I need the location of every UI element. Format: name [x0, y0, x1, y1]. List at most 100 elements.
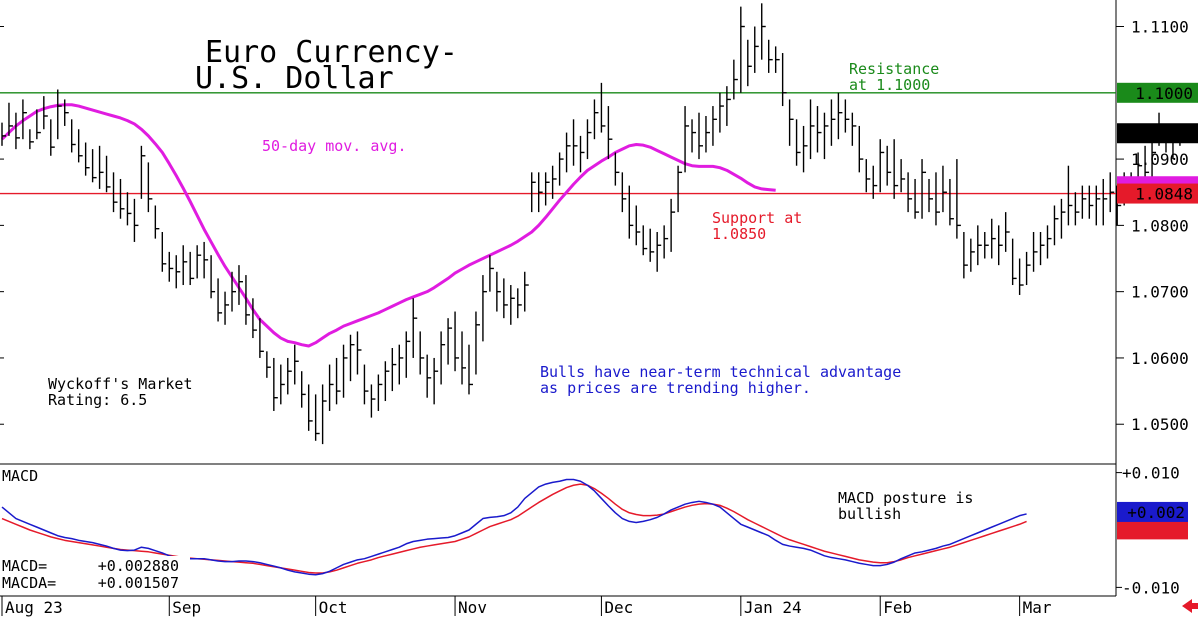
date-label: Aug 23 — [5, 598, 63, 617]
ohlc-bar — [565, 132, 571, 173]
ohlc-bar — [698, 112, 703, 160]
last-price-badge: 1.0939 — [1117, 123, 1198, 144]
ohlc-bar — [998, 225, 1003, 266]
ohlc-bar — [22, 99, 27, 140]
ohlc-bar — [928, 178, 934, 213]
ohlc-bar — [733, 59, 738, 100]
ohlc-bar — [809, 99, 815, 160]
ohlc-bar — [1025, 251, 1031, 286]
ma-label: 50-day mov. avg. — [262, 137, 407, 155]
ohlc-bar — [140, 145, 146, 199]
ohlc-bar — [91, 149, 97, 183]
ohlc-bar — [70, 119, 76, 153]
ohlc-bar — [391, 348, 397, 392]
ohlc-bar — [607, 106, 613, 160]
ohlc-bar — [705, 116, 710, 153]
ohlc-bar — [781, 53, 787, 107]
ohlc-bar — [126, 192, 132, 226]
ohlc-bar — [635, 205, 641, 246]
ohlc-bar — [1067, 165, 1073, 226]
ohlc-bar — [942, 165, 947, 213]
date-label: Oct — [319, 598, 348, 617]
date-label: Feb — [883, 598, 912, 617]
ohlc-bar — [84, 142, 90, 176]
ohlc-bar — [238, 265, 243, 305]
ohlc-bar — [935, 172, 940, 226]
ohlc-bar — [551, 165, 557, 199]
ohlc-bar — [1095, 185, 1101, 226]
ohlc-bar — [858, 125, 864, 173]
ohlc-bar — [273, 357, 278, 411]
ohlc-bar — [154, 205, 160, 239]
scroll-left-arrow-icon[interactable] — [1182, 599, 1198, 613]
ohlc-bar — [816, 106, 822, 153]
ohlc-bar — [1074, 192, 1080, 226]
ohlc-bar — [600, 82, 606, 133]
ohlc-bar — [628, 185, 634, 239]
ohlc-bar — [844, 99, 850, 133]
ohlc-bar — [405, 331, 411, 378]
ohlc-bar — [774, 46, 780, 73]
ohlc-bar — [593, 99, 599, 140]
ohlc-bar — [64, 99, 69, 126]
ohlc-bar — [726, 86, 731, 126]
ohlc-bar — [440, 331, 446, 385]
svg-text:1.1000: 1.1000 — [1135, 84, 1193, 103]
macda-readout-label: MACDA= — [2, 574, 56, 592]
ohlc-bar — [370, 384, 376, 418]
commentary-line-2: as prices are trending higher. — [540, 379, 811, 397]
macd-readout-box — [0, 556, 190, 596]
ohlc-bar — [433, 357, 439, 405]
ohlc-bar — [98, 145, 104, 189]
date-label: Jan 24 — [744, 598, 802, 617]
ohlc-bar — [537, 172, 543, 213]
ohlc-bar — [900, 159, 906, 193]
ohlc-bar — [649, 228, 655, 262]
support-badge: 1.0848 — [1117, 183, 1198, 204]
ohlc-bar — [43, 96, 48, 130]
ohlc-bar — [893, 139, 899, 199]
ohlc-bar — [182, 245, 188, 286]
ohlc-bar — [558, 152, 564, 186]
ohlc-bar — [970, 238, 975, 272]
ohlc-bar — [57, 89, 62, 140]
ohlc-bar — [29, 129, 34, 150]
ohlc-bar — [531, 172, 536, 213]
ohlc-bar — [496, 271, 501, 312]
ohlc-bar — [872, 165, 878, 199]
resistance-label-line-1: Resistance — [849, 60, 939, 78]
ohlc-bar — [642, 225, 648, 256]
ohlc-bar — [1046, 225, 1052, 259]
ohlc-bar — [524, 271, 529, 312]
ohlc-bar — [1102, 178, 1108, 226]
ohlc-bar — [656, 232, 662, 272]
ohlc-bar — [684, 106, 690, 173]
ohlc-bar — [384, 361, 390, 402]
ohlc-bar — [349, 334, 355, 382]
ohlc-bar — [851, 112, 857, 146]
commentary-line-1: Bulls have near-term technical advantage — [540, 363, 901, 381]
svg-text:1.0848: 1.0848 — [1135, 185, 1193, 204]
macda-line — [1, 483, 1027, 574]
macd-tick-label: -0.010 — [1122, 578, 1180, 597]
ohlc-bar — [447, 318, 453, 365]
macd-panel: MACD +0.010 -0.010 +0.002 MACD posture is… — [0, 464, 1188, 597]
ohlc-bar — [461, 331, 467, 385]
macd-readout-value: +0.002880 — [98, 557, 179, 575]
ohlc-bar — [280, 364, 285, 405]
ohlc-bar — [788, 99, 794, 146]
date-label: Sep — [172, 598, 201, 617]
ohlc-bar — [614, 152, 620, 186]
ohlc-bar — [189, 251, 195, 286]
ohlc-bar — [412, 298, 418, 358]
svg-text:+0.002: +0.002 — [1127, 503, 1185, 522]
ohlc-bar — [768, 39, 773, 73]
ohlc-bar — [8, 102, 13, 136]
ohlc-bar — [252, 298, 257, 339]
ohlc-bar — [105, 155, 111, 193]
macd-tick-label: +0.010 — [1122, 464, 1180, 483]
ohlc-bar — [761, 3, 766, 60]
ohlc-bar — [224, 291, 230, 325]
macd-annotation-line-1: MACD posture is — [838, 489, 973, 507]
ohlc-bar — [879, 139, 885, 193]
